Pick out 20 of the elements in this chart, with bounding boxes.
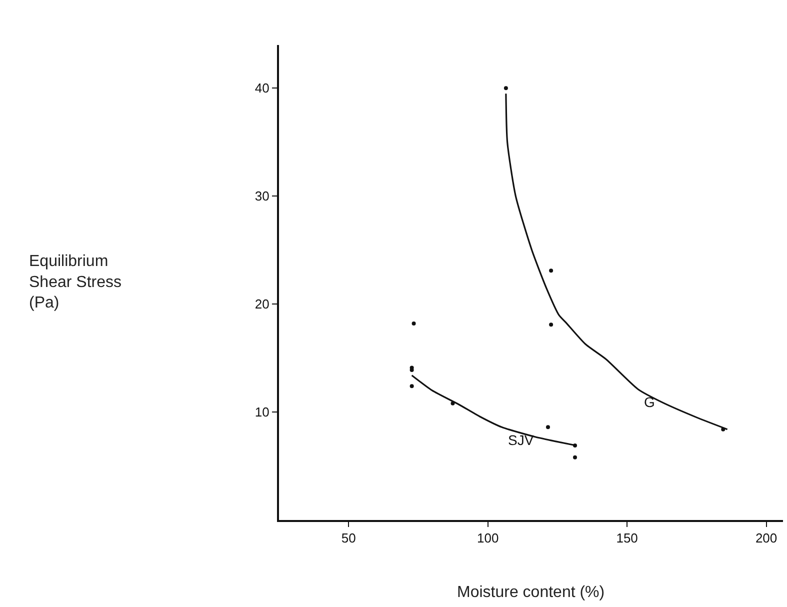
point	[573, 455, 577, 460]
point	[412, 322, 416, 326]
text: Equilibrium Shear Stress (Pa)	[29, 253, 122, 312]
annotation: G	[644, 394, 655, 410]
y-tick-label: 30	[254, 188, 270, 204]
point	[410, 384, 414, 388]
point	[549, 268, 554, 273]
x-tick-label: 50	[341, 530, 356, 546]
y-tick-label: 20	[254, 296, 270, 312]
point	[504, 86, 508, 90]
point	[549, 322, 554, 327]
x-axis-title: Moisture content (%)	[457, 584, 605, 601]
line-series	[505, 92, 728, 430]
x-tick-label: 100	[476, 530, 499, 546]
y-tick-label: 40	[254, 80, 270, 96]
point	[546, 425, 550, 430]
x-tick-label: 200	[755, 530, 778, 546]
annotation: SJV	[508, 432, 534, 448]
y-tick-label: 10	[254, 404, 270, 420]
x-tick-label: 150	[616, 530, 638, 546]
